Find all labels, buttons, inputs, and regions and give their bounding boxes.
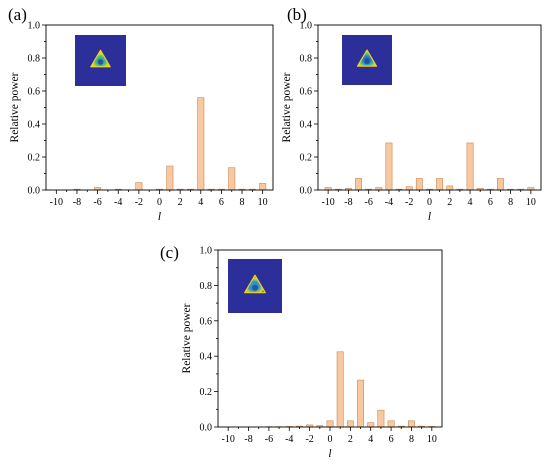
y-tick-label: 1.0 xyxy=(28,21,41,32)
x-tick-label: -4 xyxy=(285,434,293,445)
y-tick-label: 1.0 xyxy=(200,246,213,257)
y-tick-label: 0.0 xyxy=(200,423,213,434)
bar-l--2 xyxy=(135,182,143,191)
y-tick-label: 0.4 xyxy=(300,120,313,131)
beam-inset-image xyxy=(75,35,126,86)
x-tick-label: 10 xyxy=(526,197,536,208)
bar-l-7 xyxy=(497,178,504,191)
x-tick-label: -8 xyxy=(244,434,252,445)
y-tick-label: 0.2 xyxy=(28,153,41,164)
bar-l-2 xyxy=(346,420,354,428)
bar-l-4 xyxy=(466,142,474,191)
beam-inset-image xyxy=(342,35,392,85)
bar-l--7 xyxy=(355,178,362,191)
bar-l--1 xyxy=(415,178,423,191)
x-tick-label: 0 xyxy=(328,434,333,445)
chart-panel-2: -10 -8 -6 -4 -2 0 2 4 6 8 10 0.0 0.2 0.4 0.6 0.8 1.0 l Rel… xyxy=(281,5,542,223)
panel-label: (b) xyxy=(287,5,307,24)
x-tick-label: -6 xyxy=(93,197,101,208)
x-tick-label: -2 xyxy=(305,434,313,445)
x-tick-label: -4 xyxy=(385,197,393,208)
x-tick-label: 10 xyxy=(258,197,268,208)
bar-l-1 xyxy=(436,178,444,191)
bar-l-7 xyxy=(228,167,236,191)
bar-l-3 xyxy=(357,379,365,428)
y-tick-label: 0.2 xyxy=(200,387,213,398)
x-tick-label: 6 xyxy=(389,434,394,445)
y-tick-label: 1.0 xyxy=(300,21,313,32)
bar-l--4 xyxy=(385,142,393,191)
panel-label: (a) xyxy=(8,5,27,24)
y-axis-label: Relative power xyxy=(281,72,293,142)
x-tick-label: -2 xyxy=(405,197,413,208)
panel-label: (c) xyxy=(160,243,179,262)
x-tick-label: 0 xyxy=(427,197,432,208)
x-tick-label: -2 xyxy=(135,197,143,208)
x-tick-label: 2 xyxy=(447,197,452,208)
bar-l-2 xyxy=(446,185,454,191)
y-axis-label: Relative power xyxy=(9,72,21,142)
y-tick-label: 0.4 xyxy=(200,352,213,363)
x-tick-label: 6 xyxy=(219,197,224,208)
chart-panel-3: -10 -8 -6 -4 -2 0 2 4 6 8 10 0.0 0.2 0.4 0.6 0.8 1.0 l Rel… xyxy=(160,243,443,460)
beam-inset-image xyxy=(228,259,282,313)
x-tick-label: -4 xyxy=(114,197,122,208)
y-tick-label: 0.6 xyxy=(28,87,41,98)
x-tick-label: -6 xyxy=(265,434,273,445)
bar-l-1 xyxy=(336,351,344,428)
x-tick-label: -6 xyxy=(365,197,373,208)
x-tick-label: 8 xyxy=(409,434,414,445)
x-tick-label: 8 xyxy=(508,197,513,208)
bar-l-5 xyxy=(377,409,385,428)
y-tick-label: 0.6 xyxy=(300,87,313,98)
x-tick-label: -10 xyxy=(50,197,63,208)
y-tick-label: 0.0 xyxy=(28,186,41,197)
x-tick-label: -8 xyxy=(344,197,352,208)
bar-l-6 xyxy=(387,420,395,428)
y-tick-label: 0.4 xyxy=(28,120,41,131)
x-axis-label: l xyxy=(328,448,331,460)
x-tick-label: 4 xyxy=(198,197,203,208)
y-tick-label: 0.8 xyxy=(28,54,41,65)
bar-l-8 xyxy=(407,420,415,428)
bar-l-1 xyxy=(166,165,174,191)
bar-l-4 xyxy=(197,97,205,191)
chart-panel-1: -10 -8 -6 -4 -2 0 2 4 6 8 10 0.0 0.2 0.4 0.6 0.8 1.0 l Rel… xyxy=(8,5,274,223)
y-tick-label: 0.6 xyxy=(200,316,213,327)
y-tick-label: 0.8 xyxy=(200,281,213,292)
x-tick-label: 6 xyxy=(488,197,493,208)
x-tick-label: 8 xyxy=(240,197,245,208)
x-tick-label: 4 xyxy=(368,434,373,445)
x-tick-label: 4 xyxy=(468,197,473,208)
x-tick-label: 0 xyxy=(157,197,162,208)
y-tick-label: 0.8 xyxy=(300,54,313,65)
y-tick-label: 0.0 xyxy=(300,186,313,197)
x-tick-label: -10 xyxy=(321,197,334,208)
bar-l-10 xyxy=(259,183,267,191)
x-tick-label: 2 xyxy=(178,197,183,208)
bar-l-4 xyxy=(367,422,375,428)
x-axis-label: l xyxy=(158,211,161,223)
bar-l-0 xyxy=(326,420,334,428)
x-tick-label: -8 xyxy=(73,197,81,208)
y-tick-label: 0.2 xyxy=(300,153,313,164)
x-tick-label: -10 xyxy=(222,434,235,445)
x-tick-label: 2 xyxy=(348,434,353,445)
y-axis-label: Relative power xyxy=(181,303,193,373)
x-tick-label: 10 xyxy=(427,434,437,445)
bar-l--2 xyxy=(405,186,413,191)
x-axis-label: l xyxy=(428,211,431,223)
